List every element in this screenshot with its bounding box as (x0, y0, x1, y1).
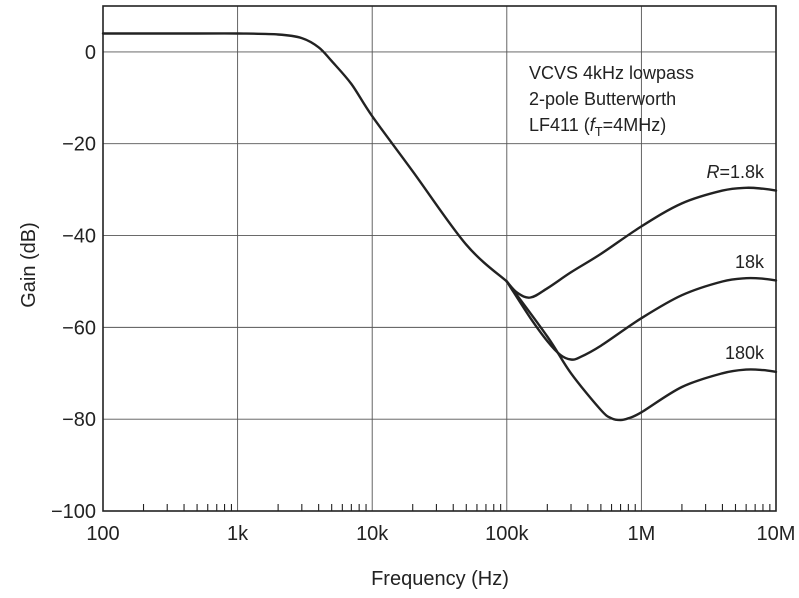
x-tick-label: 10k (356, 523, 389, 545)
series-label-180k-text: 180k (725, 343, 765, 363)
y-axis-title: Gain (dB) (18, 222, 40, 308)
annotation-line-3-part-1: LF411 ( (529, 115, 590, 135)
x-axis-title: Frequency (Hz) (371, 568, 509, 590)
series-label-r-symbol: R (706, 162, 719, 182)
x-tick-label: 100k (485, 523, 529, 545)
y-tick-label: 0 (85, 42, 96, 64)
y-tick-label: −20 (62, 134, 96, 156)
x-tick-label: 1M (628, 523, 656, 545)
series-label-180k: 180k (725, 343, 765, 363)
y-tick-label: −100 (51, 501, 96, 523)
series-label-18k-text: 18k (735, 252, 765, 272)
series-label-r-value: =1.8k (719, 162, 765, 182)
annotation-line-3: LF411 (fT=4MHz) (529, 115, 666, 139)
x-tick-label: 10M (757, 523, 796, 545)
y-tick-label: −80 (62, 409, 96, 431)
grid-layer (103, 6, 776, 511)
y-tick-label: −40 (62, 226, 96, 248)
annotation-line-3-part-2: =4MHz) (603, 115, 667, 135)
plot-frame (102, 5, 777, 512)
annotation-line-1: VCVS 4kHz lowpass (529, 63, 694, 83)
series-label-r-1.8k: R=1.8k (706, 162, 765, 182)
series-line-common-response (101, 32, 508, 283)
x-tick-labels: 100 1k 10k 100k 1M 10M (86, 523, 795, 545)
minor-tick-layer (142, 504, 771, 511)
x-tick-label: 1k (227, 523, 249, 545)
series-line-18k (505, 276, 778, 361)
annotation-line-3-subscript: T (595, 124, 603, 139)
series-label-18k: 18k (735, 252, 765, 272)
y-tick-labels: 0 −20 −40 −60 −80 −100 (51, 42, 96, 523)
annotation-line-3-symbol: f (590, 115, 597, 135)
curve-layer (101, 32, 778, 422)
series-line-180k (505, 280, 778, 422)
y-tick-label: −60 (62, 317, 96, 339)
series-line-r-1.8k (505, 186, 778, 299)
annotation-line-2: 2-pole Butterworth (529, 89, 676, 109)
x-tick-label: 100 (86, 523, 119, 545)
